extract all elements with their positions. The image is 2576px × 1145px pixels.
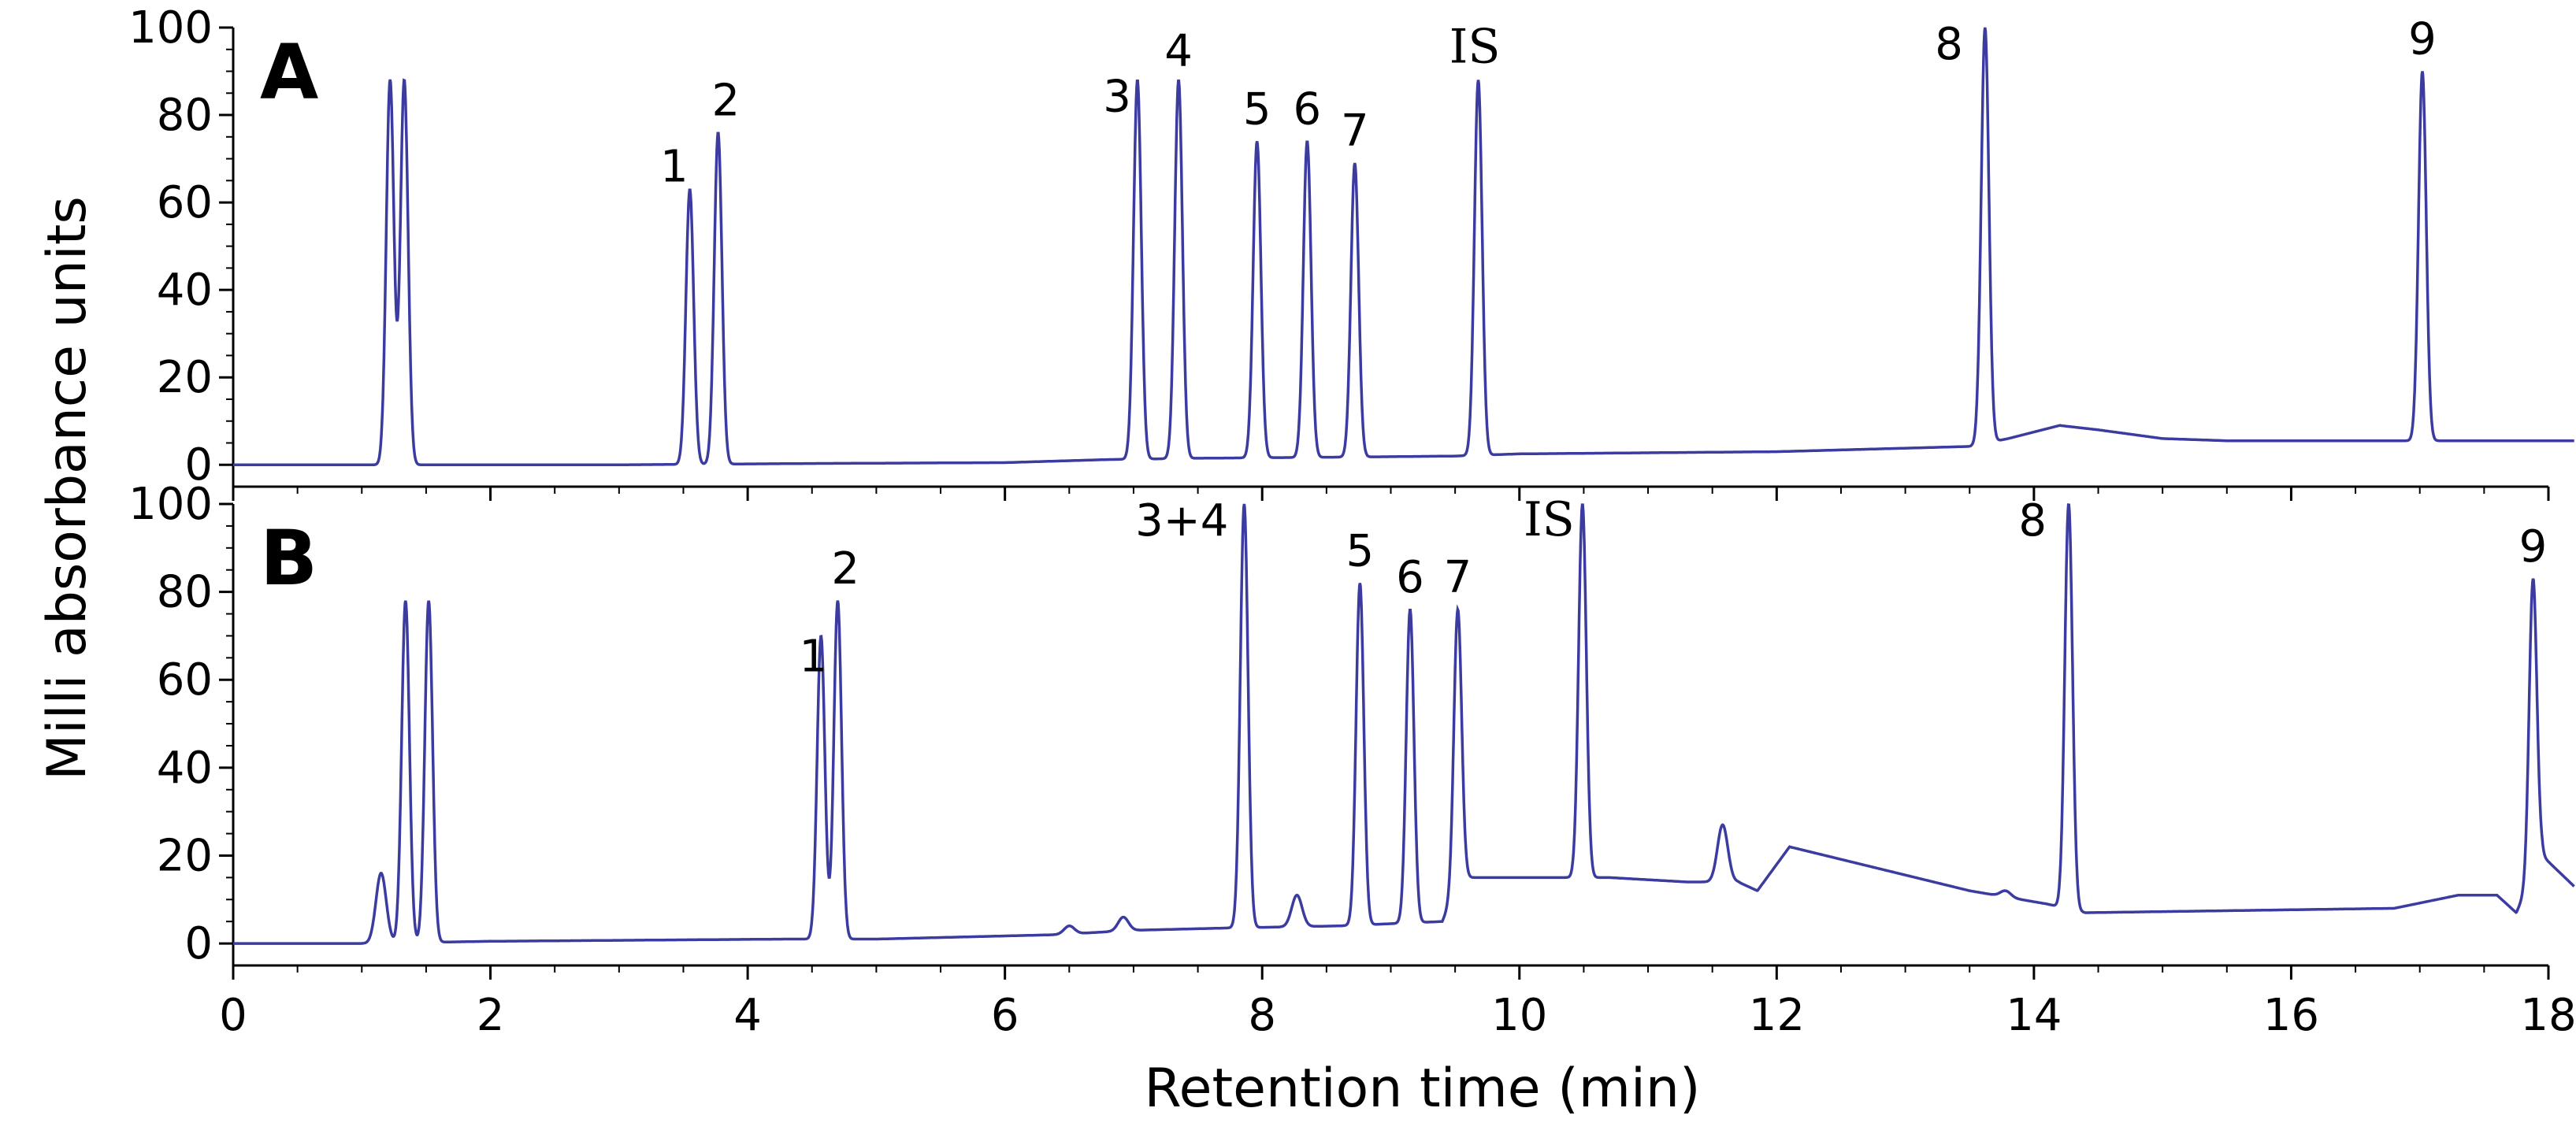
x-tick-label: 10 (1491, 990, 1547, 1041)
peak-label: 1 (660, 141, 689, 192)
y-tick-label: 20 (157, 830, 213, 881)
peak-label: 9 (2519, 521, 2548, 572)
y-axis-title: Milli absorbance units (36, 196, 98, 780)
peak-label: 7 (1341, 106, 1369, 157)
peak-label: 2 (831, 543, 859, 595)
peak-label: 6 (1396, 552, 1424, 603)
y-tick-label: 80 (157, 567, 213, 618)
y-tick-label: 60 (157, 177, 213, 228)
peak-label: 3+4 (1135, 495, 1228, 547)
x-tick-label: 14 (2006, 990, 2062, 1041)
x-tick-label: 6 (991, 990, 1019, 1041)
x-tick-label: 16 (2263, 990, 2319, 1041)
panel-letter-B: B (260, 514, 317, 602)
x-axis-title: Retention time (min) (1144, 1058, 1700, 1120)
chromatogram-trace-B (233, 503, 2575, 945)
peak-label: 8 (1935, 19, 1963, 70)
peak-label: IS (1449, 20, 1501, 75)
y-tick-label: 40 (157, 743, 213, 794)
peak-label: 9 (2408, 14, 2437, 65)
x-tick-label: 18 (2520, 990, 2576, 1041)
peak-label: 6 (1294, 83, 1322, 135)
x-tick-label: 12 (1749, 990, 1805, 1041)
peak-label: 4 (1164, 26, 1193, 77)
peak-label: 7 (1444, 552, 1472, 603)
y-tick-label: 20 (157, 352, 213, 403)
chromatogram-trace-A (233, 27, 2574, 466)
peak-label: 1 (800, 631, 828, 682)
y-tick-label: 60 (157, 654, 213, 706)
peak-label: 3 (1103, 72, 1131, 123)
peak-label: 2 (712, 75, 741, 126)
peak-label: 5 (1346, 525, 1374, 576)
peak-label: 8 (2018, 495, 2047, 547)
y-tick-label: 40 (157, 265, 213, 316)
x-tick-label: 8 (1248, 990, 1276, 1041)
y-tick-label: 100 (128, 479, 213, 530)
y-tick-label: 80 (157, 90, 213, 141)
y-tick-label: 0 (184, 918, 213, 969)
x-tick-label: 0 (219, 990, 247, 1041)
peak-label: 5 (1243, 83, 1271, 135)
x-tick-label: 4 (733, 990, 762, 1041)
y-tick-label: 100 (128, 2, 213, 54)
peak-label: IS (1524, 492, 1575, 547)
panel-letter-A: A (260, 28, 318, 117)
x-tick-label: 2 (477, 990, 505, 1041)
y-tick-label: 0 (184, 439, 213, 491)
